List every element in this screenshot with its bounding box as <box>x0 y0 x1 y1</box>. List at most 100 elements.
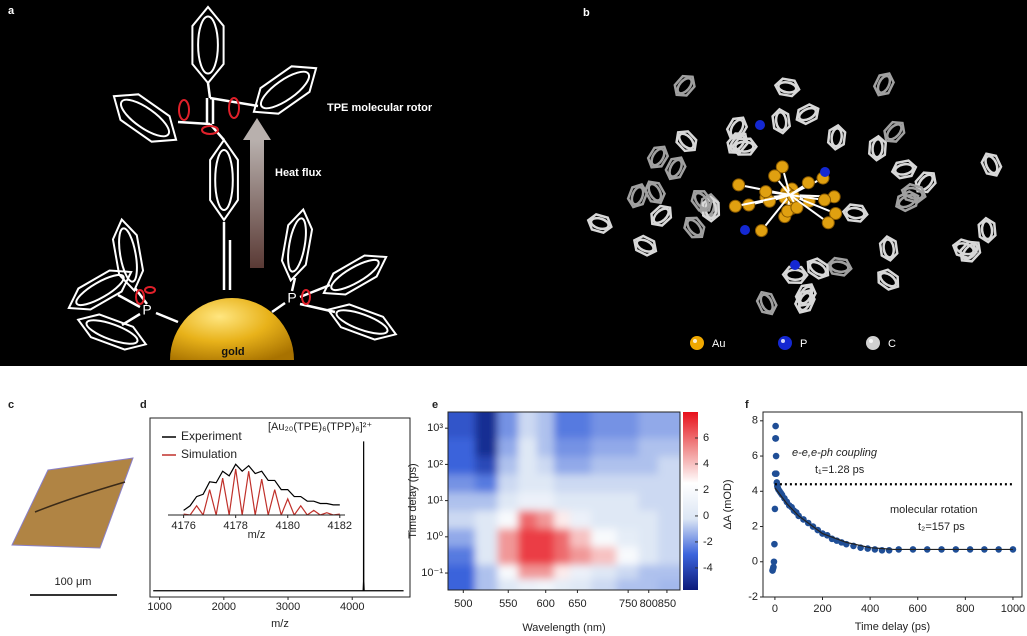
ring-inner <box>330 258 380 292</box>
ring-inner <box>214 149 234 211</box>
gold-atom <box>790 201 804 215</box>
bond <box>117 293 141 309</box>
x-tick-label: 750 <box>619 598 637 610</box>
x-axis-label: Time delay (ps) <box>855 621 930 633</box>
gold-atom <box>759 185 773 199</box>
heatmap-cell <box>518 473 538 493</box>
heatmap-cell <box>591 422 617 439</box>
benzene-ring <box>675 130 698 153</box>
heatmap-cell <box>657 528 673 547</box>
ring-inner <box>797 291 813 312</box>
heatmap-cell <box>553 422 571 439</box>
x-tick-label: 600 <box>537 598 555 610</box>
ring-outline <box>890 159 918 180</box>
data-line <box>153 441 404 592</box>
heatmap-cell <box>475 510 499 529</box>
bonds <box>117 82 336 327</box>
annotation: molecular rotation <box>890 504 977 516</box>
heatmap-cell <box>591 455 617 475</box>
ring-inner <box>668 158 683 178</box>
benzene-ring <box>914 171 937 194</box>
benzene-ring <box>626 183 649 209</box>
heatmap-cell <box>657 546 673 565</box>
heatmap-cell <box>657 564 673 579</box>
scale-label: 100 μm <box>55 576 92 588</box>
heatmap-cell <box>536 437 555 457</box>
ring-outline <box>646 145 670 169</box>
heat-label: Heat flux <box>275 167 322 179</box>
colorbar-tick-label: -2 <box>703 536 713 548</box>
bond <box>271 301 286 314</box>
rotation-mark <box>144 286 156 294</box>
legend-marker-highlight <box>781 339 785 343</box>
x-tick-label: 650 <box>568 598 586 610</box>
y-tick-label: 10⁰ <box>426 531 443 543</box>
data-point <box>773 470 780 477</box>
x-axis-label: m/z <box>248 529 266 541</box>
heatmap-cell <box>497 528 519 547</box>
heatmap <box>448 412 680 590</box>
heatmap-cell <box>536 510 555 529</box>
benzene-ring <box>773 77 801 98</box>
heatmap-cell <box>536 422 555 439</box>
plot-area <box>448 412 680 590</box>
colorbar-tick-label: 4 <box>703 458 709 470</box>
benzene-ring <box>726 132 749 155</box>
benzene-ring <box>900 182 927 204</box>
phosphorus-atom <box>820 167 830 177</box>
ring-outline <box>841 203 869 223</box>
rotation-mark <box>228 97 240 119</box>
ring-outline <box>209 138 239 222</box>
ring-inner <box>879 271 898 288</box>
ring-outline <box>781 265 809 285</box>
phosphorus-atom <box>755 120 765 130</box>
heatmap-cell <box>518 491 538 511</box>
ring-outline <box>586 213 613 235</box>
heatmap-cell <box>553 564 571 579</box>
heatmap-cell <box>518 564 538 579</box>
heatmap-cell <box>569 473 592 493</box>
benzene-ring <box>755 290 778 316</box>
y-tick-label: 8 <box>752 415 758 427</box>
x-tick-label: 4176 <box>171 520 195 532</box>
heatmap-cell <box>497 437 519 457</box>
benzene-ring <box>977 216 997 244</box>
heatmap-cell <box>591 473 617 493</box>
benzene-ring <box>841 203 869 223</box>
heatmap-cell <box>475 546 499 565</box>
heatmap-cell <box>475 578 499 590</box>
heatmap-cell <box>616 437 639 457</box>
ring-outline <box>280 207 314 283</box>
heatmap-cell <box>536 473 555 493</box>
ring-inner <box>876 74 892 94</box>
ring-outline <box>773 77 801 98</box>
ring-outline <box>726 132 749 155</box>
y-tick-label: 6 <box>752 450 758 462</box>
y-tick-label: 10¹ <box>427 495 443 507</box>
data-point <box>772 435 780 442</box>
heatmap-cell <box>616 578 639 590</box>
ring-inner <box>259 70 311 110</box>
data-point <box>771 505 779 513</box>
x-tick-label: 400 <box>861 603 879 615</box>
ring-outline <box>895 190 920 213</box>
x-tick-label: 4000 <box>340 601 364 613</box>
rotation-mark <box>135 289 145 305</box>
ring-inner <box>882 238 895 259</box>
y-tick-label: -2 <box>748 591 758 603</box>
heatmap-cell <box>497 546 519 565</box>
heatmap-cell <box>591 510 617 529</box>
ring-inner <box>797 106 818 122</box>
heatmap-cell <box>638 528 659 547</box>
heatmap-cell <box>616 510 639 529</box>
plot-area <box>153 441 404 592</box>
heatmap-cell <box>638 473 659 493</box>
heatmap-cell <box>657 510 673 529</box>
annotation: t₂=157 ps <box>918 521 965 533</box>
axis-frame <box>762 411 1023 598</box>
heatmap-cell <box>657 412 673 424</box>
ring-inner <box>893 162 915 176</box>
annotation: t₁=1.28 ps <box>815 464 865 476</box>
ring-inner <box>635 238 655 253</box>
